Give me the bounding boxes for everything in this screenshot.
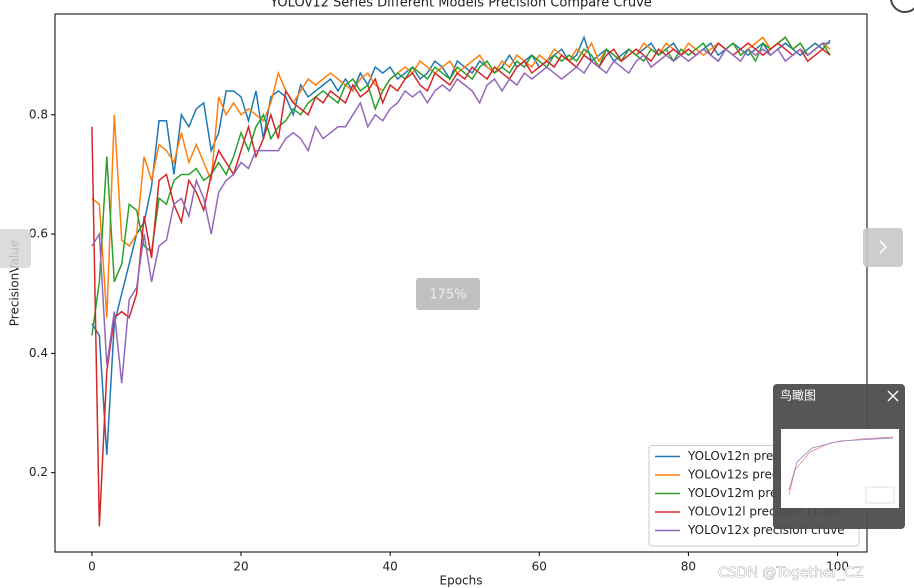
x-tick-label: 0 bbox=[88, 560, 96, 574]
y-tick-label: 0.4 bbox=[29, 346, 48, 360]
overview-close[interactable] bbox=[887, 390, 899, 402]
series-line bbox=[91, 42, 831, 384]
next-icon bbox=[879, 240, 888, 254]
y-tick-label: 0.8 bbox=[29, 107, 48, 121]
thumbnail-sketch bbox=[788, 436, 894, 496]
chart-title: YOLOv12 Series Different Models Precisio… bbox=[269, 0, 652, 11]
x-tick-label: 20 bbox=[233, 560, 248, 574]
x-tick-label: 40 bbox=[383, 560, 398, 574]
watermark: CSDN @Together_CZ bbox=[718, 565, 864, 581]
thumbnail-sketch bbox=[865, 486, 895, 504]
y-tick-label: 0.6 bbox=[29, 227, 48, 241]
x-tick-label: 80 bbox=[681, 560, 696, 574]
x-tick-label: 100 bbox=[826, 560, 849, 574]
overview-thumbnail[interactable] bbox=[781, 429, 899, 508]
thumbnail-sketch bbox=[788, 437, 894, 491]
prev-button[interactable] bbox=[0, 229, 31, 268]
x-tick-label: 60 bbox=[532, 560, 547, 574]
overview-title: 鸟瞰图 bbox=[780, 388, 816, 403]
y-tick-label: 0.2 bbox=[29, 465, 48, 479]
zoom-text: 175% bbox=[429, 288, 466, 303]
zoom-badge bbox=[416, 278, 480, 310]
next-button[interactable] bbox=[863, 228, 903, 267]
x-axis-label: Epochs bbox=[440, 574, 483, 588]
series-line bbox=[91, 36, 831, 336]
toolbar-icon[interactable] bbox=[890, 0, 914, 13]
axes-frame bbox=[54, 13, 868, 553]
